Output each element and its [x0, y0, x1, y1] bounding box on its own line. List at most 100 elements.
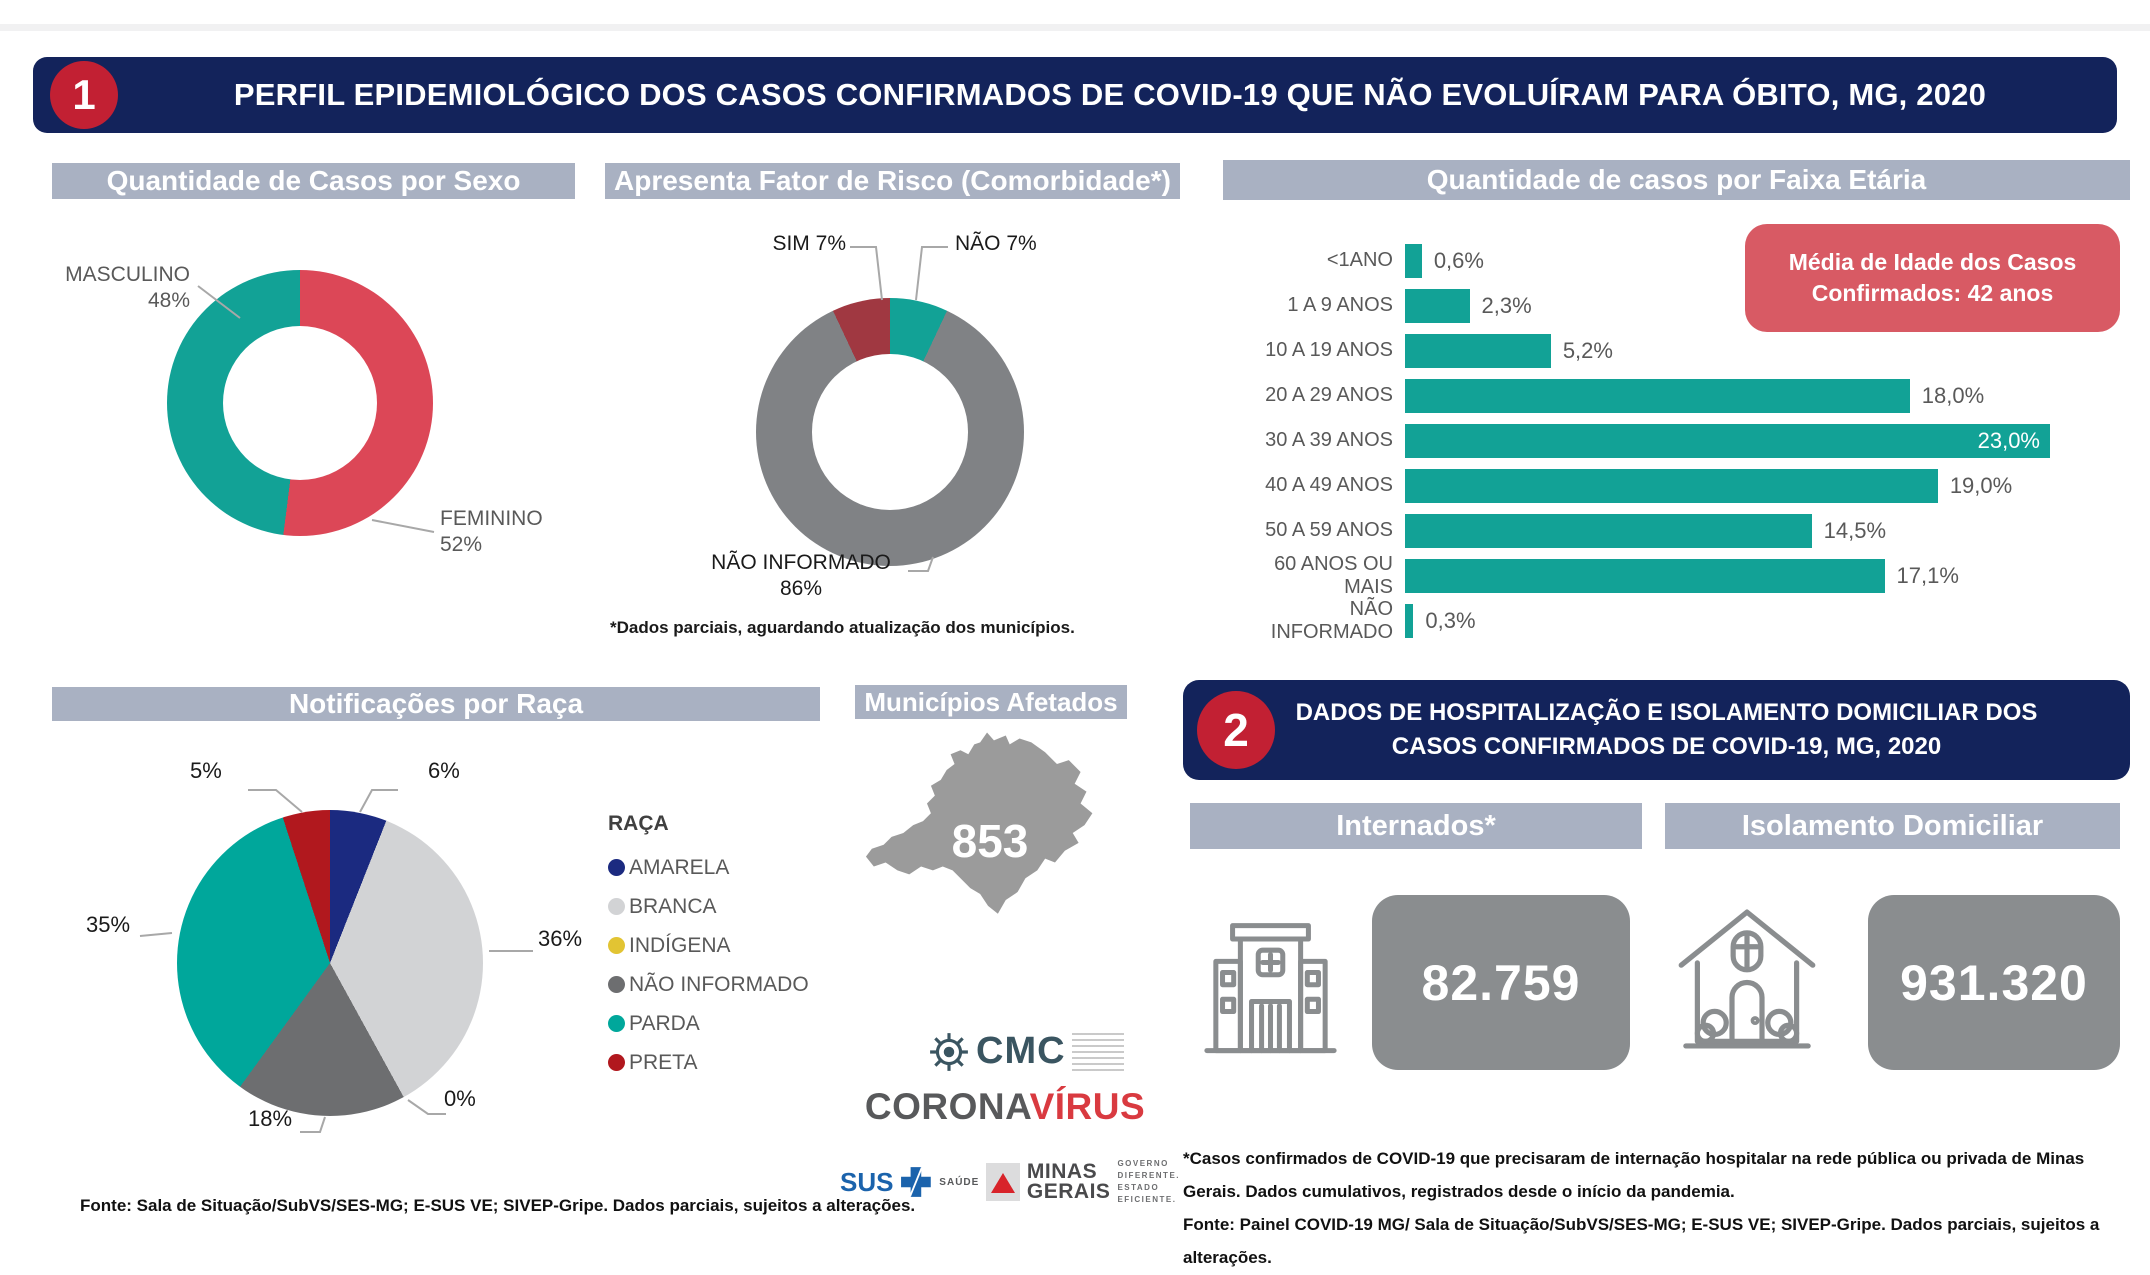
raca-legend-items: AMARELA BRANCA INDÍGENA NÃO INFORMADO PARDA P…	[608, 848, 809, 1082]
section2-fonte: Fonte: Painel COVID-19 MG/ Sala de Situa…	[1183, 1215, 2100, 1268]
nao-percent: 7%	[1006, 232, 1037, 255]
bar-row: 50 A 59 ANOS 14,5%	[1223, 508, 2130, 553]
house-icon	[1672, 905, 1822, 1065]
legend-item-parda: PARDA	[608, 1004, 809, 1043]
gov-line-2: DIFERENTE.	[1117, 1171, 1180, 1180]
legend-color-dot	[608, 859, 625, 876]
bar-track: 18,0%	[1405, 378, 2130, 413]
bar-category-label: <1ANO	[1326, 249, 1393, 271]
legend-label: NÃO INFORMADO	[629, 972, 809, 996]
legend-label: AMARELA	[629, 855, 730, 879]
sus-cross-icon	[901, 1167, 932, 1197]
legend-item-ind-gena: INDÍGENA	[608, 926, 809, 965]
cmc-wordmark: CMC	[976, 1030, 1066, 1072]
feminino-percent: 52%	[440, 533, 483, 557]
mg-line2: GERAIS	[1026, 1180, 1111, 1203]
bar	[1405, 468, 1938, 503]
donut-chart-sexo	[167, 270, 433, 536]
donut-label-nao: NÃO 7%	[955, 231, 1075, 257]
bar-track: 0,6%	[1405, 243, 2130, 278]
bar	[1405, 243, 1422, 278]
section2-footnotes: *Casos confirmados de COVID-19 que preci…	[1183, 1142, 2128, 1275]
section2-badge-number: 2	[1223, 704, 1249, 756]
masculino-label: MASCULINO	[65, 263, 190, 286]
bar-category-label: 60 ANOS OU MAIS	[1274, 552, 1393, 598]
pie-chart-raca	[177, 810, 483, 1116]
donut-label-nao-informado: NÃO INFORMADO 86%	[695, 550, 907, 603]
bar-category-label: 30 A 39 ANOS	[1265, 429, 1393, 451]
section2-badge: 2	[1197, 691, 1275, 769]
bar-category-label: 40 A 49 ANOS	[1265, 474, 1393, 496]
government-logos: SUS SAÚDE MINAS GERAIS GOVERNO DIFERENTE…	[840, 1158, 1180, 1206]
section1-badge-number: 1	[72, 71, 96, 118]
bar-value-label: 19,0%	[1949, 472, 2013, 498]
mg-triangle	[991, 1173, 1016, 1193]
bar	[1405, 333, 1551, 368]
section2-header: 2 DADOS DE HOSPITALIZAÇÃO E ISOLAMENTO D…	[1183, 680, 2130, 780]
virus-text: VÍRUS	[1029, 1086, 1146, 1127]
top-divider	[0, 24, 2150, 31]
section1-header: 1 PERFIL EPIDEMIOLÓGICO DOS CASOS CONFIR…	[33, 57, 2117, 133]
bar-row: 60 ANOS OU MAIS 17,1%	[1223, 553, 2130, 598]
donut-label-feminino: FEMININO 52%	[440, 506, 560, 559]
legend-color-dot	[608, 1054, 625, 1071]
feminino-label: FEMININO	[440, 507, 543, 530]
isolamento-value: 931.320	[1900, 954, 2088, 1011]
bar-category-label: NÃO INFORMADO	[1270, 597, 1393, 643]
legend-color-dot	[608, 937, 625, 954]
bar-track: 19,0%	[1405, 468, 2130, 503]
municipios-title: Municípios Afetados	[855, 685, 1127, 719]
bar-value-label: 23,0%	[1977, 427, 2040, 453]
isolamento-title: Isolamento Domiciliar	[1665, 803, 2120, 849]
legend-label: PRETA	[629, 1050, 698, 1074]
pie-percent-label: 6%	[428, 758, 460, 783]
nao-informado-percent: 86%	[779, 577, 823, 601]
comorbidade-footnote: *Dados parciais, aguardando atualização …	[610, 618, 1075, 637]
pie-percent-label: 36%	[538, 926, 583, 951]
bar-track: 0,3%	[1405, 603, 2130, 638]
chart-title-faixa-etaria: Quantidade de casos por Faixa Etária	[1223, 160, 2130, 200]
corona-text: CORONA	[864, 1086, 1030, 1127]
section2-footnote: *Casos confirmados de COVID-19 que preci…	[1183, 1149, 2085, 1202]
gov-line-3: ESTADO	[1117, 1183, 1160, 1192]
pie-percent-label: 35%	[86, 912, 131, 937]
bar-category-label: 10 A 19 ANOS	[1265, 339, 1393, 361]
bar-track: 23,0%	[1405, 423, 2130, 458]
bar-row: 30 A 39 ANOS 23,0%	[1223, 418, 2130, 463]
municipios-count: 853	[951, 814, 1029, 867]
pie-percent-label: 18%	[248, 1106, 293, 1131]
media-idade-box: Média de Idade dos Casos Confirmados: 42…	[1745, 224, 2120, 332]
chart-title-sexo: Quantidade de Casos por Sexo	[52, 163, 575, 199]
sim-percent: 7%	[815, 232, 846, 255]
legend-item-amarela: AMARELA	[608, 848, 809, 887]
legend-item-branca: BRANCA	[608, 887, 809, 926]
cmc-fineprint-lines	[1071, 1032, 1124, 1071]
bar-row: NÃO INFORMADO 0,3%	[1223, 598, 2130, 643]
donut-label-masculino: MASCULINO 48%	[60, 262, 190, 315]
legend-label: PARDA	[629, 1011, 700, 1035]
bar-category-label: 20 A 29 ANOS	[1265, 384, 1393, 406]
bar-value-label: 5,2%	[1562, 337, 1613, 363]
bar: 23,0%	[1405, 423, 2050, 458]
chart-title-raca: Notificações por Raça	[52, 687, 820, 721]
pie-percent-label: 0%	[444, 1086, 476, 1111]
legend-item-preta: PRETA	[608, 1043, 809, 1082]
hospital-icon	[1198, 912, 1343, 1067]
masculino-percent: 48%	[147, 289, 190, 313]
donut-chart-comorbidade	[756, 298, 1024, 566]
bar	[1405, 288, 1470, 323]
bar-track: 14,5%	[1405, 513, 2130, 548]
bar-chart-faixa-etaria: <1ANO 0,6% 1 A 9 ANOS 2,3% 10 A 19 ANOS 5,2% 2…	[1223, 238, 2130, 643]
footer-fonte: Fonte: Sala de Situação/SubVS/SES-MG; E-…	[80, 1196, 916, 1215]
governo-slogan: GOVERNO DIFERENTE. ESTADO EFICIENTE.	[1117, 1158, 1180, 1206]
bar	[1405, 603, 1414, 638]
sus-logo-text: SUS	[840, 1166, 894, 1197]
bar-value-label: 14,5%	[1823, 517, 1887, 543]
bar	[1405, 378, 1910, 413]
bar-track: 5,2%	[1405, 333, 2130, 368]
mg-logo-icon	[986, 1163, 1020, 1201]
coronavirus-wordmark: CORONAVÍRUS	[840, 1086, 1170, 1128]
bar-category-label: 50 A 59 ANOS	[1265, 519, 1393, 541]
legend-color-dot	[608, 1015, 625, 1032]
